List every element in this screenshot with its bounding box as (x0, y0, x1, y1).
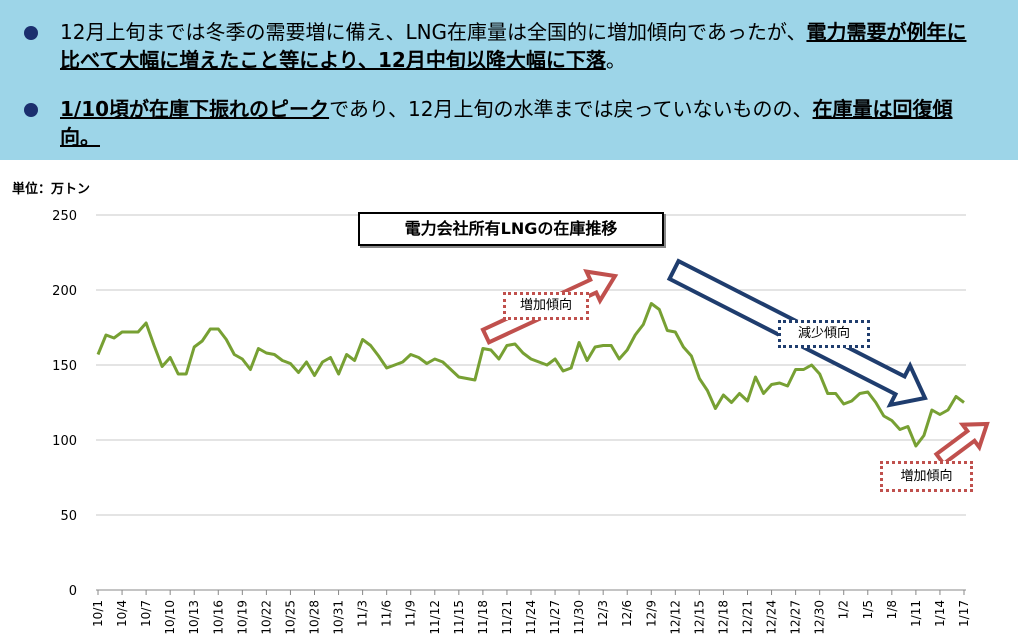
x-tick-label: 10/28 (308, 600, 322, 635)
y-tick-label: 200 (52, 284, 77, 299)
x-tick-label: 12/18 (716, 600, 730, 635)
bullet-1-run-1: 12月上旬までは冬季の需要増に備え、LNG在庫量は全国的に増加傾向であったが、 (60, 20, 807, 44)
x-tick-label: 1/14 (933, 600, 947, 627)
decrease-callout: 減少傾向 (778, 320, 870, 348)
x-tick-label: 12/12 (668, 600, 682, 635)
lng-inventory-chart: 0 50 100 150 200 250 10/1 10/4 10/7 10/10 10/13 10/… (52, 209, 990, 635)
x-tick-label: 12/9 (644, 600, 658, 627)
x-tick-label: 1/11 (909, 600, 923, 627)
bullet-2-run-2: であり、12月上旬の水準までは戻っていないものの、 (329, 97, 813, 121)
x-tick-label: 11/12 (428, 600, 442, 635)
x-tick-label: 10/7 (139, 600, 153, 627)
y-tick-label: 0 (69, 584, 77, 599)
bullet-1-run-3: 。 (605, 48, 626, 72)
x-tick-label: 12/24 (765, 600, 779, 635)
bullet-text-1: 12月上旬までは冬季の需要増に備え、LNG在庫量は全国的に増加傾向であったが、電… (60, 18, 970, 74)
bullet-dot-icon (24, 103, 38, 117)
x-tick-label: 12/21 (741, 600, 755, 635)
y-tick-label: 50 (60, 509, 77, 524)
x-tick-label: 12/15 (692, 600, 706, 635)
increase-callout-1: 増加傾向 (503, 292, 589, 320)
x-tick-label: 1/5 (861, 600, 875, 619)
x-tick-label: 12/30 (813, 600, 827, 635)
x-tick-label: 11/9 (404, 600, 418, 627)
x-tick-label: 10/13 (187, 600, 201, 635)
x-tick-label: 11/3 (356, 600, 370, 627)
x-tick-label: 10/16 (211, 600, 225, 635)
x-tick-label: 1/2 (837, 600, 851, 619)
x-tick-label: 1/17 (957, 600, 971, 627)
y-tick-label: 150 (52, 359, 77, 374)
bullet-1-run-2: 電力需要が例年に比べて大幅に増えたこと等により、12月中旬以降大幅に下落 (60, 20, 967, 72)
x-tick-label: 12/27 (789, 600, 803, 635)
x-tick-label: 11/18 (476, 600, 490, 635)
chart-title: 電力会社所有LNGの在庫推移 (358, 212, 664, 246)
x-tick-label: 11/24 (524, 600, 538, 635)
x-tick-label: 11/6 (380, 600, 394, 627)
x-tick-label: 10/4 (115, 600, 129, 627)
increase-callout-2: 増加傾向 (880, 461, 973, 492)
x-tick-label: 11/21 (500, 600, 514, 635)
bullet-2-run-3: 在庫量は回復傾向。 (60, 97, 953, 149)
x-tick-label: 10/25 (283, 600, 297, 635)
x-tick-label: 10/22 (259, 600, 273, 635)
x-tick-label: 11/30 (572, 600, 586, 635)
series-line (96, 302, 965, 448)
x-tick-label: 10/1 (91, 600, 105, 627)
x-tick-label: 12/6 (620, 600, 634, 627)
y-tick-label: 250 (52, 209, 77, 224)
bullet-dot-icon (24, 26, 38, 40)
x-tick-label: 1/8 (885, 600, 899, 619)
summary-banner: 12月上旬までは冬季の需要増に備え、LNG在庫量は全国的に増加傾向であったが、電… (0, 0, 1018, 160)
bullet-item-1: 12月上旬までは冬季の需要増に備え、LNG在庫量は全国的に増加傾向であったが、電… (24, 18, 970, 74)
y-tick-label: 100 (52, 434, 77, 449)
x-tick-label: 12/3 (596, 600, 610, 627)
x-tick-label: 11/15 (452, 600, 466, 635)
x-tick-label: 10/31 (332, 600, 346, 635)
x-tick-label: 11/27 (548, 600, 562, 635)
bullet-item-2: 1/10頃が在庫下振れのピークであり、12月上旬の水準までは戻っていないものの、… (24, 95, 970, 151)
x-tick-label: 10/10 (163, 600, 177, 635)
bullet-2-run-1: 1/10頃が在庫下振れのピーク (60, 97, 330, 121)
increase-arrow-2 (933, 421, 990, 467)
x-tick-label: 10/19 (235, 600, 249, 635)
unit-label: 単位：万トン (12, 182, 91, 197)
bullet-text-2: 1/10頃が在庫下振れのピークであり、12月上旬の水準までは戻っていないものの、… (60, 95, 970, 151)
